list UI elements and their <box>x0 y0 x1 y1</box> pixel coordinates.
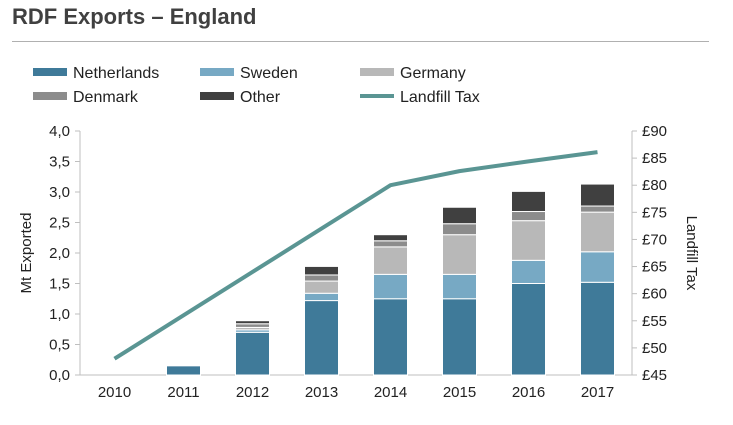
chart-title: RDF Exports – England <box>12 4 257 29</box>
bar-germany-2015 <box>442 234 477 275</box>
y-tick-label: 0,0 <box>49 367 70 384</box>
legend: Netherlands Sweden Germany Denmark Other Land… <box>33 65 480 106</box>
y2-tick-label: £65 <box>642 259 667 276</box>
legend-swatch-landfill-tax <box>360 94 394 98</box>
x-tick-label: 2013 <box>305 384 338 401</box>
bar-other-2014 <box>373 234 408 242</box>
bar-sweden-2016 <box>511 259 546 285</box>
bar-germany-2016 <box>511 220 546 261</box>
legend-swatch-netherlands <box>33 68 67 76</box>
y2-tick-label: £60 <box>642 286 667 303</box>
bars <box>166 183 615 376</box>
line-layer <box>113 150 598 361</box>
bar-denmark-2016 <box>511 211 546 222</box>
landfill-tax-line <box>113 150 598 361</box>
bar-denmark-2012 <box>235 323 270 328</box>
legend-swatch-germany <box>360 68 394 76</box>
y-tick-label: 3,0 <box>49 184 70 201</box>
bar-denmark-2014 <box>373 240 408 248</box>
x-tick-label: 2014 <box>374 384 407 401</box>
legend-label: Landfill Tax <box>400 89 480 106</box>
legend-label: Netherlands <box>73 65 159 82</box>
bar-netherlands-2015 <box>442 298 477 376</box>
y-tick-label: 1,0 <box>49 306 70 323</box>
y-tick-label: 1,5 <box>49 276 70 293</box>
bar-sweden-2017 <box>580 251 615 283</box>
y2-tick-label: £45 <box>642 367 667 384</box>
bar-other-2013 <box>304 265 339 276</box>
x-tick-label: 2017 <box>581 384 614 401</box>
bar-sweden-2013 <box>304 292 339 302</box>
y2-tick-label: £75 <box>642 204 667 221</box>
y2-tick-label: £70 <box>642 231 667 248</box>
legend-swatch-denmark <box>33 92 67 100</box>
legend-label: Other <box>240 89 281 106</box>
legend-swatch-sweden <box>200 68 234 76</box>
bar-netherlands-2017 <box>580 281 615 376</box>
bar-other-2017 <box>580 183 615 207</box>
bar-denmark-2017 <box>580 205 615 213</box>
x-tick-label: 2012 <box>236 384 269 401</box>
bar-germany-2013 <box>304 280 339 294</box>
y2-tick-label: £55 <box>642 313 667 330</box>
y2-axis-title: Landfill Tax <box>683 216 700 291</box>
y2-tick-label: £50 <box>642 340 667 357</box>
y-axis-title: Mt Exported <box>18 213 35 294</box>
bar-netherlands-2013 <box>304 300 339 376</box>
bar-sweden-2015 <box>442 273 477 300</box>
bar-denmark-2013 <box>304 274 339 282</box>
x-tick-label: 2015 <box>443 384 476 401</box>
bar-netherlands-2016 <box>511 283 546 376</box>
y-tick-label: 0,5 <box>49 337 70 354</box>
bar-netherlands-2014 <box>373 298 408 376</box>
bar-netherlands-2011 <box>166 365 201 376</box>
y2-tick-label: £80 <box>642 177 667 194</box>
x-tick-label: 2010 <box>98 384 131 401</box>
legend-label: Germany <box>400 65 466 82</box>
title-rule <box>12 41 709 42</box>
y-tick-label: 2,5 <box>49 215 70 232</box>
x-tick-label: 2016 <box>512 384 545 401</box>
bar-sweden-2014 <box>373 273 408 300</box>
bar-germany-2014 <box>373 246 408 275</box>
bar-denmark-2015 <box>442 223 477 236</box>
legend-label: Denmark <box>73 89 139 106</box>
bar-germany-2017 <box>580 211 615 253</box>
axes: 0,0 0,5 1,0 1,5 2,0 2,5 3,0 3,5 4,0 £45 £50 £55 £60 £… <box>18 123 700 401</box>
bar-other-2016 <box>511 190 546 213</box>
y2-tick-label: £90 <box>642 123 667 140</box>
x-tick-label: 2011 <box>167 384 199 401</box>
y-tick-label: 4,0 <box>49 123 70 140</box>
y-tick-label: 3,5 <box>49 154 70 171</box>
bar-other-2015 <box>442 206 477 225</box>
y2-tick-label: £85 <box>642 150 667 167</box>
bar-other-2012 <box>235 320 270 325</box>
legend-swatch-other <box>200 92 234 100</box>
bar-netherlands-2012 <box>235 331 270 376</box>
legend-label: Sweden <box>240 65 298 82</box>
y-tick-label: 2,0 <box>49 245 70 262</box>
